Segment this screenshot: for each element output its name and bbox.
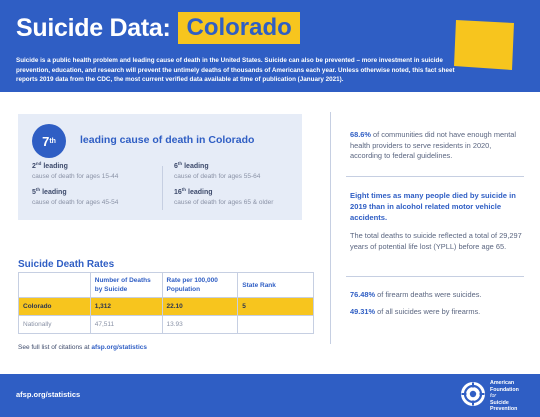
table-cell: 5 [237, 297, 314, 316]
table-header: Rate per 100,000 Population [161, 272, 239, 298]
leading-cause-item: 6th leading cause of death for ages 55-6… [174, 161, 304, 180]
org-name-line: Suicide [490, 399, 509, 406]
title-row: Suicide Data: Colorado [16, 12, 300, 44]
stat-text: of firearm deaths were suicides. [377, 290, 482, 299]
item-description: cause of death for ages 65 & older [174, 199, 274, 206]
table-header-row: Number of Deaths by Suicide Rate per 100… [18, 272, 314, 298]
panel-divider [162, 166, 163, 210]
footer-banner: afsp.org/statistics American Foundation … [0, 374, 540, 417]
rates-title: Suicide Death Rates [18, 259, 115, 270]
table-cell: 47,511 [89, 315, 163, 334]
table-cell [237, 315, 314, 334]
org-name-line: Foundation [490, 386, 519, 393]
org-name-line: Prevention [490, 406, 518, 413]
column-divider [330, 112, 331, 344]
org-name-line: American [490, 380, 515, 386]
item-rank: 2 [32, 163, 36, 170]
item-description: cause of death for ages 15-44 [32, 173, 119, 180]
page-title: Suicide Data: [16, 13, 171, 42]
rates-table: Number of Deaths by Suicide Rate per 100… [18, 272, 314, 334]
leading-cause-item: 5th leading cause of death for ages 45-5… [32, 187, 162, 206]
item-description: cause of death for ages 45-54 [32, 199, 119, 206]
table-header: Number of Deaths by Suicide [89, 272, 163, 298]
item-suffix: th [35, 187, 41, 192]
state-name-badge: Colorado [178, 12, 300, 44]
stat-value: 68.6% [350, 130, 371, 139]
intro-paragraph: Suicide is a public health problem and l… [16, 57, 455, 83]
stat-firearm-deaths: 76.48% of firearm deaths were suicides. [350, 290, 524, 301]
stat-text: of communities did not have enough menta… [350, 130, 517, 160]
header-banner: Suicide Data: Colorado Suicide is a publ… [0, 0, 540, 92]
table-cell: 1,312 [89, 297, 163, 316]
item-suffix: th [181, 187, 187, 192]
org-name-line: for [490, 393, 497, 400]
table-header: State Rank [237, 272, 314, 298]
item-word: leading [188, 189, 213, 196]
afsp-logo-text: American Foundation for Suicide Preventi… [490, 380, 538, 413]
rank-suffix: th [49, 137, 56, 145]
stat-ypll: The total deaths to suicide reflected a … [350, 231, 524, 252]
leading-cause-item: 16th leading cause of death for ages 65 … [174, 187, 304, 206]
item-rank: 5 [32, 189, 36, 196]
citations-link[interactable]: afsp.org/statistics [91, 344, 147, 351]
citations-note: See full list of citations at afsp.org/s… [18, 344, 147, 351]
table-cell: 22.10 [161, 297, 239, 316]
table-row: Nationally 47,511 13.93 [18, 315, 314, 334]
table-row: Colorado 1,312 22.10 5 [18, 297, 314, 316]
item-suffix: nd [35, 161, 42, 166]
stat-value: 76.48% [350, 290, 376, 299]
item-rank: 6 [174, 163, 178, 170]
table-cell: 13.93 [161, 315, 239, 334]
item-suffix: th [177, 161, 183, 166]
stat-value: 49.31% [350, 307, 376, 316]
colorado-state-shape [454, 20, 514, 70]
stat-highlight: Eight times as many people died by suici… [350, 191, 516, 222]
stat-providers: 68.6% of communities did not have enough… [350, 130, 524, 162]
citations-prefix: See full list of citations at [18, 344, 90, 351]
item-rank: 16 [174, 189, 182, 196]
leading-cause-title: leading cause of death in Colorado [80, 134, 255, 146]
leading-cause-item: 2nd leading cause of death for ages 15-4… [32, 161, 162, 180]
item-word: leading [43, 163, 68, 170]
afsp-logo-icon [461, 382, 485, 406]
rank-number: 7 [42, 133, 50, 149]
item-description: cause of death for ages 55-64 [174, 173, 261, 180]
item-word: leading [42, 189, 67, 196]
stat-firearm-suicides: 49.31% of all suicides were by firearms. [350, 307, 524, 318]
item-word: leading [184, 163, 209, 170]
footer-link[interactable]: afsp.org/statistics [16, 390, 81, 399]
stat-motor-vehicle: Eight times as many people died by suici… [350, 190, 524, 223]
table-header [18, 272, 91, 298]
section-divider [346, 276, 524, 277]
stat-text: The total deaths to suicide reflected a … [350, 231, 522, 251]
stat-text: of all suicides were by firearms. [377, 307, 481, 316]
table-cell: Colorado [18, 297, 91, 316]
table-cell: Nationally [18, 315, 91, 334]
section-divider [346, 176, 524, 177]
